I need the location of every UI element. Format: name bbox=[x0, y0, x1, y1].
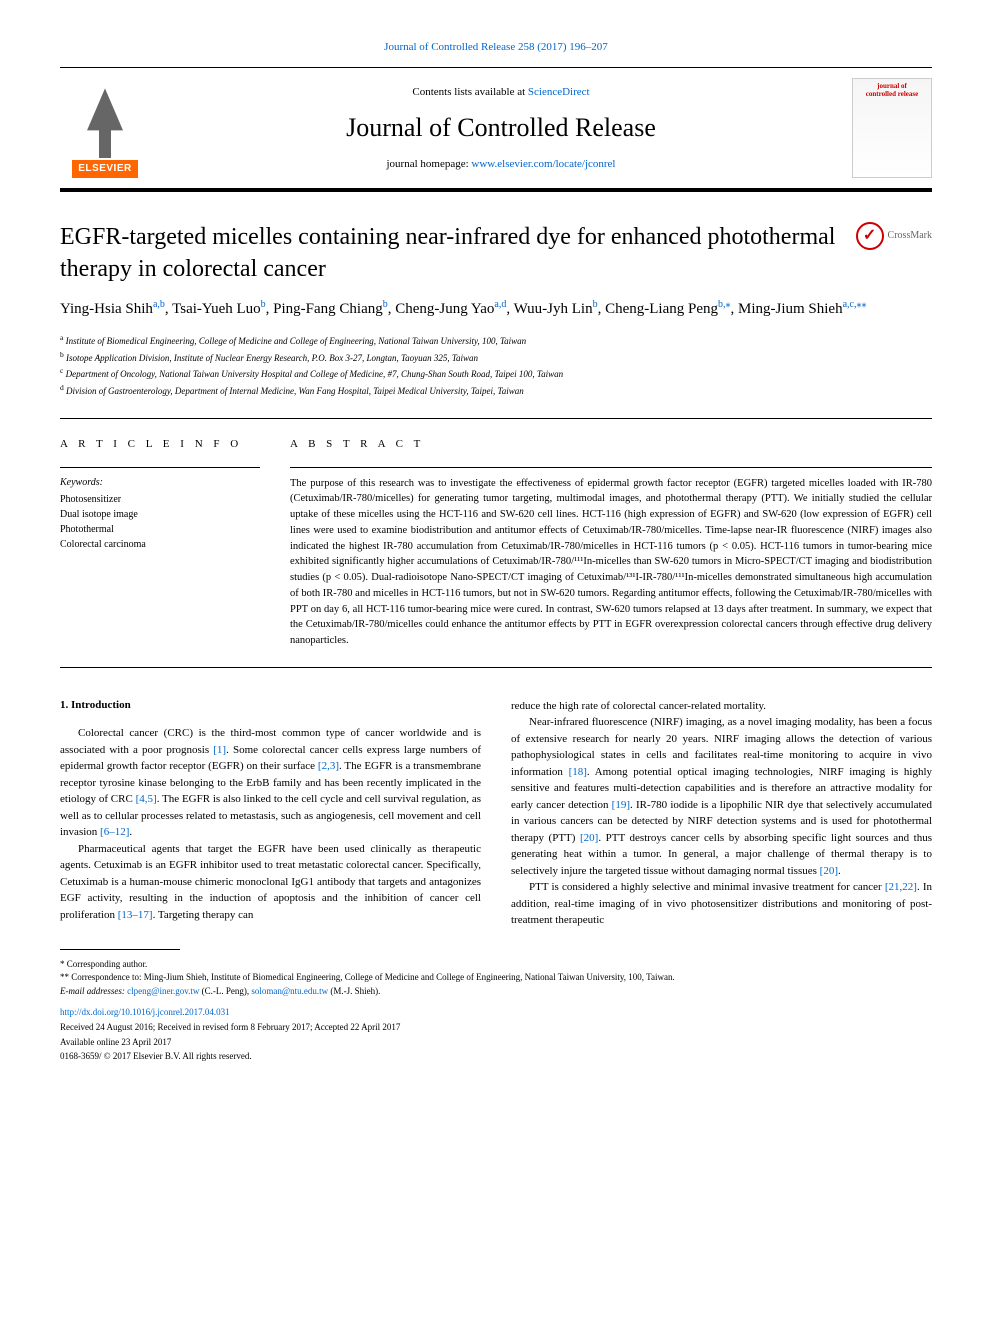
affiliation-d: d Division of Gastroenterology, Departme… bbox=[60, 382, 932, 399]
crossmark-icon: ✓ bbox=[856, 222, 884, 250]
copyright-line: 0168-3659/ © 2017 Elsevier B.V. All righ… bbox=[60, 1050, 932, 1063]
ref-link[interactable]: [18] bbox=[569, 766, 587, 778]
ref-link[interactable]: [19] bbox=[612, 799, 630, 811]
email-link[interactable]: clpeng@iner.gov.tw bbox=[127, 986, 199, 996]
header-box: ELSEVIER Contents lists available at Sci… bbox=[60, 67, 932, 192]
keywords-label: Keywords: bbox=[60, 476, 260, 490]
body-paragraph: PTT is considered a highly selective and… bbox=[511, 879, 932, 929]
elsevier-logo: ELSEVIER bbox=[60, 78, 150, 178]
contents-prefix: Contents lists available at bbox=[412, 86, 527, 98]
keywords-block: Keywords: Photosensitizer Dual isotope i… bbox=[60, 467, 260, 552]
abstract-column: A B S T R A C T The purpose of this rese… bbox=[290, 437, 932, 649]
keyword: Colorectal carcinoma bbox=[60, 537, 260, 552]
info-abstract-row: A R T I C L E I N F O Keywords: Photosen… bbox=[60, 418, 932, 668]
ref-link[interactable]: [6–12] bbox=[100, 826, 129, 838]
citation-link[interactable]: Journal of Controlled Release 258 (2017)… bbox=[384, 41, 608, 53]
email-link[interactable]: soloman@ntu.edu.tw bbox=[251, 986, 328, 996]
received-line: Received 24 August 2016; Received in rev… bbox=[60, 1021, 932, 1034]
body-columns: 1. Introduction Colorectal cancer (CRC) … bbox=[60, 698, 932, 929]
body-col-left: 1. Introduction Colorectal cancer (CRC) … bbox=[60, 698, 481, 929]
ref-link[interactable]: [4,5] bbox=[136, 793, 157, 805]
homepage-link[interactable]: www.elsevier.com/locate/jconrel bbox=[471, 158, 615, 170]
aff-link[interactable]: a,d bbox=[494, 299, 506, 310]
keyword: Dual isotope image bbox=[60, 507, 260, 522]
homepage-prefix: journal homepage: bbox=[387, 158, 472, 170]
body-paragraph: Near-infrared fluorescence (NIRF) imagin… bbox=[511, 714, 932, 879]
authors: Ying-Hsia Shiha,b, Tsai-Yueh Luob, Ping-… bbox=[60, 297, 932, 321]
ref-link[interactable]: [13–17] bbox=[118, 909, 153, 921]
keyword: Photothermal bbox=[60, 522, 260, 537]
ref-link[interactable]: [20] bbox=[580, 832, 598, 844]
affiliations: a Institute of Biomedical Engineering, C… bbox=[60, 332, 932, 398]
article-header: EGFR-targeted micelles containing near-i… bbox=[60, 222, 932, 284]
affiliation-a: a Institute of Biomedical Engineering, C… bbox=[60, 332, 932, 349]
aff-link[interactable]: b bbox=[383, 299, 388, 310]
crossmark-badge[interactable]: ✓ CrossMark bbox=[856, 222, 932, 250]
crossmark-label: CrossMark bbox=[888, 229, 932, 243]
keyword: Photosensitizer bbox=[60, 492, 260, 507]
abstract-text: The purpose of this research was to inve… bbox=[290, 476, 932, 649]
corr-link[interactable]: ⁎⁎ bbox=[856, 299, 866, 310]
article-info-heading: A R T I C L E I N F O bbox=[60, 437, 260, 452]
aff-link[interactable]: a,c, bbox=[843, 299, 857, 310]
affiliation-b: b Isotope Application Division, Institut… bbox=[60, 349, 932, 366]
ref-link[interactable]: [20] bbox=[820, 865, 838, 877]
aff-link[interactable]: b bbox=[261, 299, 266, 310]
email-line: E-mail addresses: clpeng@iner.gov.tw (C.… bbox=[60, 985, 932, 999]
cover-title-line2: controlled release bbox=[866, 91, 918, 99]
ref-link[interactable]: [21,22] bbox=[885, 881, 917, 893]
section-heading-intro: 1. Introduction bbox=[60, 698, 481, 713]
body-paragraph: reduce the high rate of colorectal cance… bbox=[511, 698, 932, 715]
article-title: EGFR-targeted micelles containing near-i… bbox=[60, 222, 836, 284]
article-info: A R T I C L E I N F O Keywords: Photosen… bbox=[60, 437, 260, 649]
journal-cover: journal of controlled release bbox=[852, 78, 932, 178]
body-paragraph: Colorectal cancer (CRC) is the third-mos… bbox=[60, 725, 481, 841]
corresponding-note-1: * Corresponding author. bbox=[60, 958, 932, 972]
aff-link[interactable]: a,b bbox=[153, 299, 165, 310]
elsevier-tree-icon bbox=[75, 88, 135, 158]
abstract-heading: A B S T R A C T bbox=[290, 437, 932, 452]
sciencedirect-link[interactable]: ScienceDirect bbox=[528, 86, 590, 98]
aff-link[interactable]: b bbox=[593, 299, 598, 310]
corr-link[interactable]: ⁎ bbox=[725, 299, 730, 310]
header-center: Contents lists available at ScienceDirec… bbox=[150, 85, 852, 172]
doi-anchor[interactable]: http://dx.doi.org/10.1016/j.jconrel.2017… bbox=[60, 1007, 230, 1017]
footer-divider bbox=[60, 949, 180, 950]
affiliation-c: c Department of Oncology, National Taiwa… bbox=[60, 365, 932, 382]
footer-notes: * Corresponding author. ** Correspondenc… bbox=[60, 958, 932, 999]
elsevier-text: ELSEVIER bbox=[72, 160, 137, 178]
body-paragraph: Pharmaceutical agents that target the EG… bbox=[60, 841, 481, 924]
email-name: (C.-L. Peng), bbox=[199, 986, 251, 996]
corresponding-note-2: ** Correspondence to: Ming-Jium Shieh, I… bbox=[60, 971, 932, 985]
doi-link: http://dx.doi.org/10.1016/j.jconrel.2017… bbox=[60, 1006, 932, 1019]
body-col-right: reduce the high rate of colorectal cance… bbox=[511, 698, 932, 929]
journal-title: Journal of Controlled Release bbox=[150, 110, 852, 146]
available-line: Available online 23 April 2017 bbox=[60, 1036, 932, 1049]
ref-link[interactable]: [1] bbox=[213, 744, 226, 756]
ref-link[interactable]: [2,3] bbox=[318, 760, 339, 772]
header-citation: Journal of Controlled Release 258 (2017)… bbox=[60, 40, 932, 55]
abstract-block: The purpose of this research was to inve… bbox=[290, 467, 932, 649]
contents-lists: Contents lists available at ScienceDirec… bbox=[150, 85, 852, 100]
email-name: (M.-J. Shieh). bbox=[328, 986, 380, 996]
email-label: E-mail addresses: bbox=[60, 986, 127, 996]
journal-homepage: journal homepage: www.elsevier.com/locat… bbox=[150, 157, 852, 172]
